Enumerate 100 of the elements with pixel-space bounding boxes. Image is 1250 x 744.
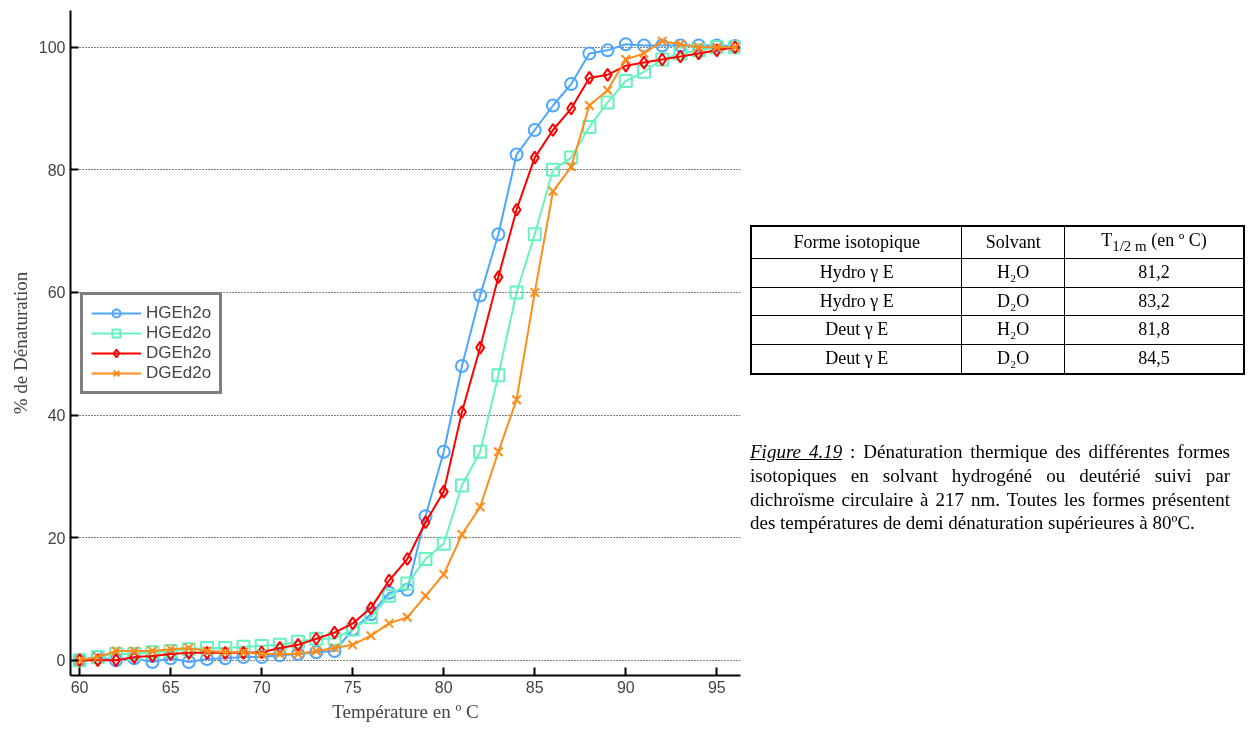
x-tick-label: 95 xyxy=(707,678,726,696)
point xyxy=(181,655,196,669)
text: 83,2 xyxy=(1064,287,1244,316)
legend-label: DGEd2o xyxy=(146,362,212,383)
point xyxy=(511,202,522,217)
text: 81,8 xyxy=(1064,315,1244,345)
point xyxy=(365,630,377,641)
text: 84,5 xyxy=(1064,344,1244,374)
text: H₂O xyxy=(961,258,1065,288)
point xyxy=(327,631,342,646)
point xyxy=(566,101,577,116)
x-tick-label: 70 xyxy=(252,678,271,696)
point xyxy=(254,650,269,665)
y-tick-label: 60 xyxy=(47,284,66,302)
text: D₂O xyxy=(961,287,1065,316)
x-tick-label: 65 xyxy=(161,678,180,696)
point xyxy=(602,67,613,82)
point xyxy=(438,569,449,580)
point xyxy=(564,150,579,165)
text: Deut γ E xyxy=(751,344,962,374)
point xyxy=(620,54,632,65)
point xyxy=(110,645,122,657)
x-tick-label: 75 xyxy=(343,678,362,696)
point xyxy=(655,38,670,53)
caption: Figure 4.19 : Dénaturation thermique des différentes formes isotopiques en solvant hydrogéné ou deutérié suivi par dichroïsme circulaire à 217 nm. Toutes les formes présentent des températures de demi dénaturation supérieures à 80ºC. xyxy=(750,440,1230,535)
point xyxy=(639,55,650,70)
point xyxy=(329,625,340,640)
text: T$_{1/2 m}$ (en º C) xyxy=(1064,226,1244,259)
point xyxy=(165,647,176,662)
y-axis-title: % de Dénaturation xyxy=(9,271,31,415)
point xyxy=(491,227,506,242)
point xyxy=(565,161,577,173)
x-axis-title: Température en º C xyxy=(332,700,479,722)
x-tick-label: 80 xyxy=(434,678,453,696)
legend-label: HGEd2o xyxy=(146,322,212,343)
text: D₂O xyxy=(961,344,1065,374)
point xyxy=(509,285,524,300)
point xyxy=(163,651,178,666)
point xyxy=(347,639,358,651)
point xyxy=(454,478,469,493)
point xyxy=(473,444,488,459)
point xyxy=(564,77,579,92)
point xyxy=(418,509,433,524)
point xyxy=(418,552,433,567)
y-tick-label: 40 xyxy=(47,407,66,425)
point xyxy=(327,644,342,658)
point xyxy=(200,640,215,655)
point xyxy=(236,650,251,665)
point xyxy=(493,446,504,458)
point xyxy=(600,43,615,58)
point xyxy=(436,444,451,459)
point xyxy=(236,639,251,654)
point xyxy=(582,119,597,134)
text: Forme isotopique xyxy=(751,226,962,259)
text: Solvant xyxy=(961,226,1065,259)
point xyxy=(547,186,559,197)
point xyxy=(347,616,358,631)
point xyxy=(547,123,558,138)
point xyxy=(527,227,542,242)
legend-label: HGEh2o xyxy=(146,302,212,323)
text: 81,2 xyxy=(1064,258,1244,288)
point xyxy=(383,618,395,629)
point xyxy=(691,38,706,53)
point xyxy=(329,642,340,654)
x-tick-label: 60 xyxy=(70,678,89,696)
point xyxy=(618,37,633,52)
point xyxy=(400,582,415,597)
y-tick-label: 80 xyxy=(47,161,66,179)
point xyxy=(545,98,560,113)
text: Hydro γ E xyxy=(751,258,962,288)
point xyxy=(456,529,468,540)
text: Hydro γ E xyxy=(751,287,962,316)
point xyxy=(618,73,633,88)
point xyxy=(656,35,668,47)
text: Deut γ E xyxy=(751,315,962,345)
point xyxy=(693,42,704,53)
point xyxy=(400,576,415,591)
point xyxy=(218,640,233,655)
point xyxy=(600,95,615,110)
point xyxy=(402,612,413,623)
y-tick-label: 20 xyxy=(47,529,66,547)
point xyxy=(637,38,652,53)
point xyxy=(436,536,451,551)
point xyxy=(511,394,522,405)
point xyxy=(602,84,613,96)
point xyxy=(474,501,486,513)
point xyxy=(475,340,486,355)
x-tick-label: 90 xyxy=(616,678,635,696)
point xyxy=(637,64,652,79)
point xyxy=(529,287,541,298)
legend-label: DGEh2o xyxy=(146,342,212,363)
y-tick-label: 100 xyxy=(38,39,66,57)
point xyxy=(438,484,449,499)
point xyxy=(491,368,506,383)
point xyxy=(527,123,542,137)
point xyxy=(493,270,504,285)
point xyxy=(454,359,469,373)
point xyxy=(402,552,413,567)
point xyxy=(420,590,431,602)
point xyxy=(384,573,395,588)
